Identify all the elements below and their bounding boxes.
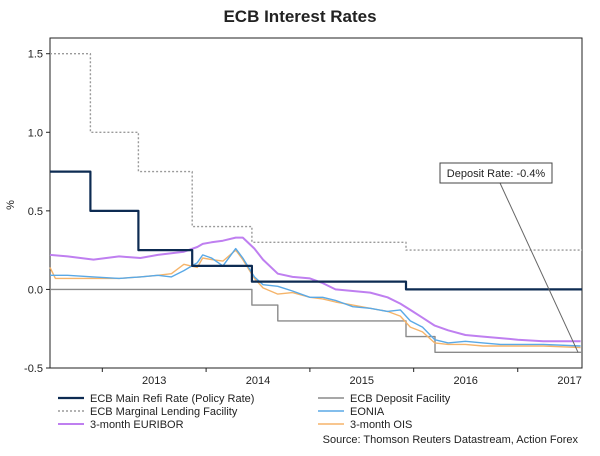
- series-line-eonia: [50, 247, 581, 347]
- legend-label: 3-month OIS: [350, 419, 412, 431]
- series-line-ecb-main-refi-rate-policy-rate: [50, 170, 582, 291]
- x-tick-label: 2013: [142, 375, 166, 387]
- legend-label: ECB Marginal Lending Facility: [90, 406, 238, 418]
- y-tick-label: 1.0: [28, 127, 43, 139]
- y-axis-label: %: [5, 200, 17, 210]
- y-tick-label: 0.5: [28, 206, 43, 218]
- y-tick-label: 1.5: [28, 49, 43, 61]
- y-tick-label: -0.5: [24, 363, 43, 375]
- series-line-ecb-marginal-lending-facility: [50, 53, 582, 251]
- annotation-label: Deposit Rate: -0.4%: [447, 168, 546, 180]
- chart-title: ECB Interest Rates: [223, 7, 376, 26]
- annotation-box: [439, 162, 553, 184]
- source-note: Source: Thomson Reuters Datastream, Acti…: [323, 434, 579, 446]
- series-lines: [49, 53, 582, 353]
- x-tick-label: 2017: [557, 375, 581, 387]
- legend-label: ECB Deposit Facility: [350, 393, 451, 405]
- x-tick-label: 2014: [246, 375, 270, 387]
- series-line-ecb-deposit-facility: [50, 288, 582, 353]
- plot-area-frame: [49, 37, 583, 369]
- legend-label: ECB Main Refi Rate (Policy Rate): [90, 393, 254, 405]
- annotation: Deposit Rate: -0.4%: [439, 162, 579, 353]
- legend-label: EONIA: [350, 406, 385, 418]
- series-line-3-month-euribor: [49, 236, 581, 343]
- legend-label: 3-month EURIBOR: [90, 419, 184, 431]
- annotation-leader-line: [499, 182, 579, 353]
- series-line-3-month-ois: [49, 249, 581, 349]
- x-tick-label: 2015: [350, 375, 374, 387]
- axis-ticks: -0.5 0.0 0.5 1.0 1.5 2013 2014 2015 2016 2017: [24, 49, 582, 387]
- legend: ECB Main Refi Rate (Policy Rate) ECB Depo…: [58, 393, 451, 431]
- y-tick-label: 0.0: [28, 284, 43, 296]
- x-tick-label: 2016: [453, 375, 477, 387]
